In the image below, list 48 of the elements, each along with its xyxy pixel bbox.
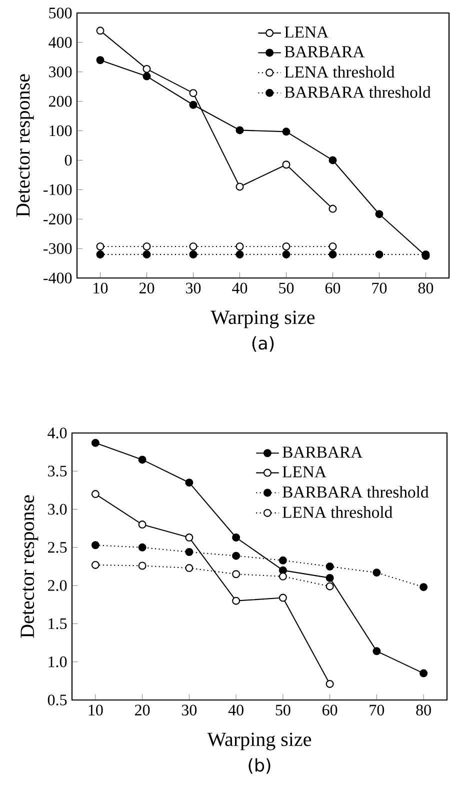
x-tick-label: 30 [182,704,197,716]
y-tick-label: 100 [50,125,72,136]
legend-label: LENA [284,26,328,38]
legend-label: BARBARA threshold [284,86,431,98]
y-tick-label: 3.0 [48,504,67,515]
y-tick-label: 2.5 [48,542,67,553]
y-tick-label: 2.0 [48,580,67,592]
x-tick-label: 30 [186,282,201,294]
y-tick-label: 3.5 [48,466,67,477]
x-tick-label: 80 [416,704,431,716]
y-tick-label: 4.0 [48,428,67,438]
legend-label: BARBARA [282,446,363,458]
legend-label: LENA threshold [284,66,395,78]
x-tick-label: 10 [94,282,108,294]
y-tick-label: 0.5 [48,694,67,706]
y-tick-label: 0 [64,154,72,166]
legend-label: LENA threshold [282,506,392,518]
x-tick-label: 20 [135,704,150,716]
y-tick-label: -100 [44,184,72,196]
legend-label: BARBARA [284,46,365,58]
x-axis-title: Warping size [210,310,315,328]
x-tick-label: 40 [232,282,248,294]
text: (a) [252,336,274,352]
x-tick-label: 80 [418,282,434,294]
y-tick-label: 1.5 [48,618,67,630]
x-tick-label: 40 [228,704,244,716]
y-tick-label: 200 [49,96,72,107]
y-tick-label: -300 [44,243,72,254]
x-tick-label: 50 [276,704,290,716]
legend-label: BARBARA threshold [282,486,429,498]
y-tick-label: 400 [48,37,72,48]
x-tick-label: 20 [139,282,154,294]
y-tick-label: 300 [49,66,72,78]
y-axis-title: Detector response [16,74,34,217]
legend-label: LENA [282,466,326,478]
x-tick-label: 10 [88,704,103,716]
y-tick-label: 1.0 [48,656,67,668]
x-tick-label: 70 [372,282,387,294]
x-tick-label: 70 [370,704,384,716]
x-tick-label: 60 [322,704,338,716]
x-tick-label: 50 [279,282,294,294]
y-tick-label: -400 [44,272,72,284]
y-axis-title: Detector response [20,495,38,638]
x-tick-label: 60 [325,282,340,294]
text: (b) [248,758,270,774]
y-tick-label: 500 [49,8,72,18]
y-tick-label: -200 [44,214,72,224]
x-axis-title: Warping size [207,732,312,750]
